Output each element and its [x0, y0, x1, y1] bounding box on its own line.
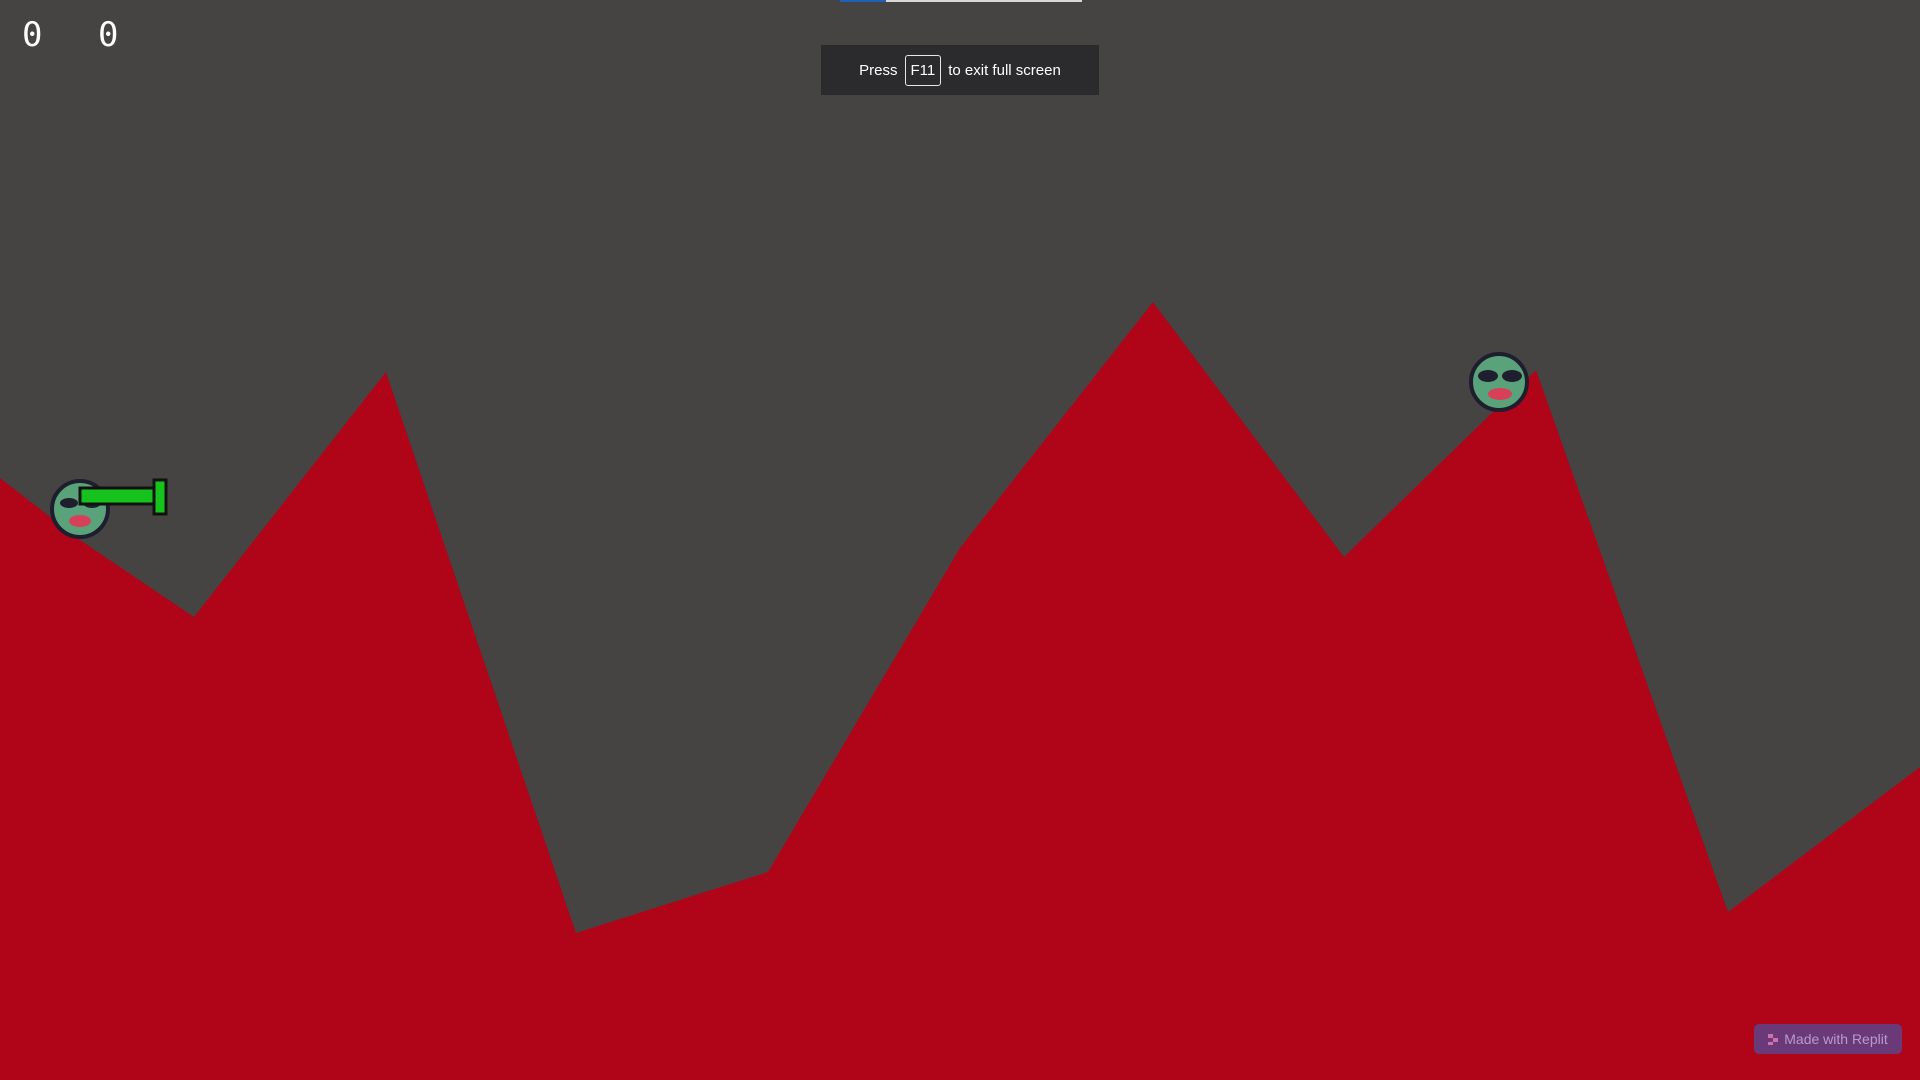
- fullscreen-notice: Press F11 to exit full screen: [821, 45, 1099, 95]
- player-right-mouth: [1488, 388, 1512, 400]
- player-right-eye-icon-2: [1502, 370, 1522, 382]
- terrain: [0, 302, 1920, 1080]
- made-with-replit-label: Made with Replit: [1784, 1031, 1888, 1047]
- weapon-barrel: [78, 486, 159, 506]
- fullscreen-notice-after: to exit full screen: [948, 61, 1061, 79]
- score-right: 0: [98, 15, 119, 55]
- player-left-weapon: [78, 478, 168, 516]
- loading-progress-bar: [840, 0, 1082, 2]
- fullscreen-key: F11: [904, 54, 942, 86]
- replit-icon: [1768, 1033, 1779, 1045]
- weapon-muzzle: [152, 478, 168, 516]
- made-with-replit-badge[interactable]: Made with Replit: [1754, 1024, 1902, 1054]
- player-right-body: [1469, 352, 1529, 412]
- player-left: [50, 478, 168, 539]
- player-left-mouth: [69, 515, 91, 527]
- player-left-eye-icon: [60, 498, 78, 508]
- loading-progress-fill: [840, 0, 886, 2]
- score-left: 0: [22, 15, 43, 55]
- player-right-eye-icon: [1478, 370, 1498, 382]
- player-right: [1469, 352, 1529, 412]
- fullscreen-notice-before: Press: [859, 61, 898, 79]
